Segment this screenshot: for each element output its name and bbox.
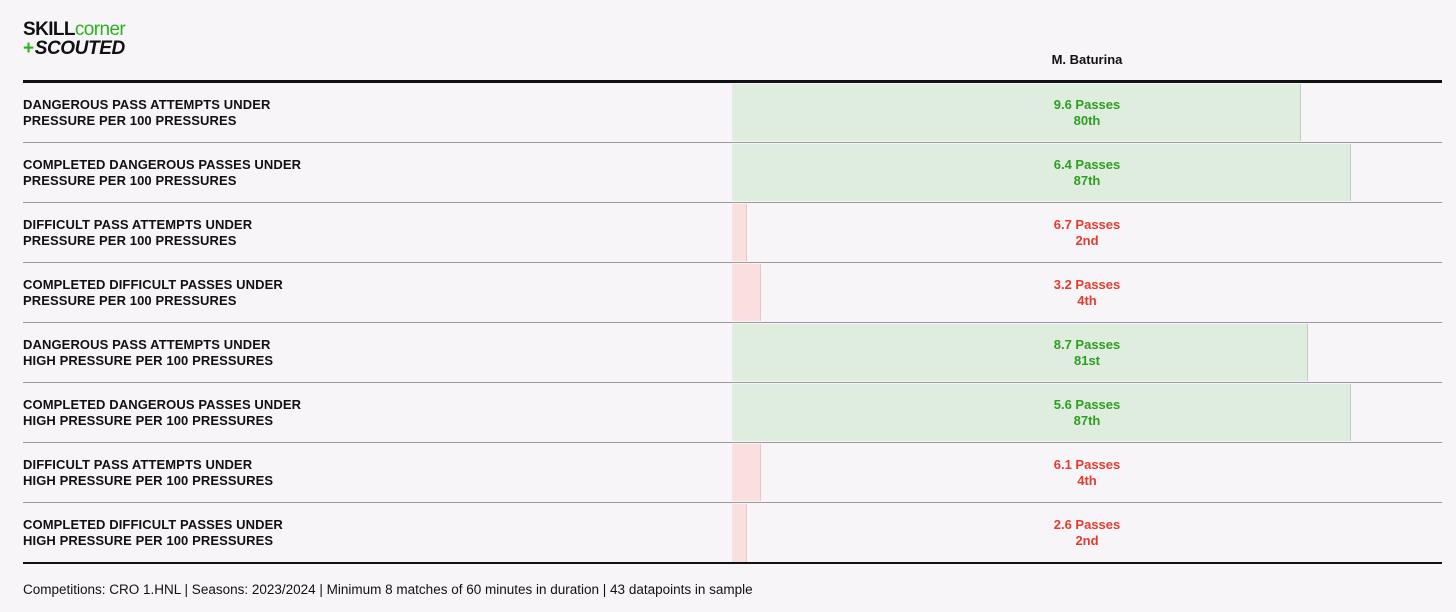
metric-value: 6.1 Passes 4th [732, 443, 1442, 503]
metric-value-text: 2.6 Passes [1053, 517, 1121, 532]
metric-label-line-2: PRESSURE PER 100 PRESSURES [23, 113, 237, 128]
metric-value: 6.7 Passes 2nd [732, 203, 1442, 263]
metric-value-text: 6.7 Passes [1053, 217, 1121, 232]
metric-label: COMPLETED DIFFICULT PASSES UNDER PRESSURE… [23, 263, 623, 323]
metric-percentile-label: 2nd [1075, 533, 1099, 548]
percentile-bar [732, 504, 748, 562]
metric-value-text: 8.7 Passes [1053, 337, 1121, 352]
metric-value: 6.4 Passes 87th [732, 143, 1442, 203]
player-column-header: M. Baturina [1051, 52, 1123, 67]
metric-label-line-2: PRESSURE PER 100 PRESSURES [23, 233, 237, 248]
metric-value-text: 5.6 Passes [1053, 397, 1121, 412]
metric-value-text: 9.6 Passes [1053, 97, 1121, 112]
metric-row: COMPLETED DANGEROUS PASSES UNDER PRESSURE… [23, 143, 1442, 203]
metric-label: DIFFICULT PASS ATTEMPTS UNDER HIGH PRESSU… [23, 443, 623, 503]
logo-plus-text: + [23, 38, 34, 59]
metric-label-line-1: COMPLETED DANGEROUS PASSES UNDER [23, 397, 302, 412]
metric-label: COMPLETED DANGEROUS PASSES UNDER HIGH PRE… [23, 383, 623, 443]
metric-label-line-1: DIFFICULT PASS ATTEMPTS UNDER [23, 217, 253, 232]
metric-label: COMPLETED DIFFICULT PASSES UNDER HIGH PRE… [23, 503, 623, 563]
metric-row: COMPLETED DIFFICULT PASSES UNDER HIGH PRE… [23, 503, 1442, 563]
logo-corner-text: corner [74, 19, 126, 40]
metric-value-text: 6.4 Passes [1053, 157, 1121, 172]
skillcorner-scouted-logo: SKILLcorner +SCOUTED [23, 19, 126, 58]
logo-line-2: +SCOUTED [23, 39, 125, 58]
metric-label-line-1: DIFFICULT PASS ATTEMPTS UNDER [23, 457, 253, 472]
metric-value-text: 3.2 Passes [1053, 277, 1121, 292]
percentile-bar [732, 204, 748, 261]
metric-row: COMPLETED DANGEROUS PASSES UNDER HIGH PRE… [23, 383, 1442, 443]
metric-label-line-2: HIGH PRESSURE PER 100 PRESSURES [23, 473, 274, 488]
metric-label-line-2: PRESSURE PER 100 PRESSURES [23, 173, 237, 188]
percentile-bar [732, 264, 762, 321]
metric-label-line-1: COMPLETED DIFFICULT PASSES UNDER [23, 277, 283, 292]
metric-percentile-label: 80th [1073, 113, 1101, 128]
metric-percentile-label: 4th [1077, 473, 1097, 488]
metric-percentile-label: 4th [1077, 293, 1097, 308]
bottom-divider [23, 562, 1442, 564]
metric-label: DANGEROUS PASS ATTEMPTS UNDER PRESSURE PE… [23, 83, 623, 143]
percentile-bar [732, 144, 1351, 201]
metric-row: DANGEROUS PASS ATTEMPTS UNDER HIGH PRESSU… [23, 323, 1442, 383]
metric-label-line-1: COMPLETED DIFFICULT PASSES UNDER [23, 517, 283, 532]
metric-value-text: 6.1 Passes [1053, 457, 1121, 472]
metric-percentile-label: 87th [1073, 413, 1101, 428]
metric-label-line-1: DANGEROUS PASS ATTEMPTS UNDER [23, 337, 271, 352]
metric-label-line-2: PRESSURE PER 100 PRESSURES [23, 293, 237, 308]
metric-label-line-2: HIGH PRESSURE PER 100 PRESSURES [23, 533, 274, 548]
metric-percentile-label: 81st [1073, 353, 1101, 368]
metric-value: 5.6 Passes 87th [732, 383, 1442, 443]
metric-row: DIFFICULT PASS ATTEMPTS UNDER HIGH PRESSU… [23, 443, 1442, 503]
metric-percentile-label: 2nd [1075, 233, 1099, 248]
metric-value: 3.2 Passes 4th [732, 263, 1442, 323]
logo-line-1: SKILLcorner [23, 19, 126, 40]
metric-label-line-2: HIGH PRESSURE PER 100 PRESSURES [23, 413, 274, 428]
metric-value: 2.6 Passes 2nd [732, 503, 1442, 563]
metric-label: COMPLETED DANGEROUS PASSES UNDER PRESSURE… [23, 143, 623, 203]
metric-label-line-1: DANGEROUS PASS ATTEMPTS UNDER [23, 97, 271, 112]
metric-row: COMPLETED DIFFICULT PASSES UNDER PRESSURE… [23, 263, 1442, 323]
metric-label: DIFFICULT PASS ATTEMPTS UNDER PRESSURE PE… [23, 203, 623, 263]
metric-percentile-label: 87th [1073, 173, 1101, 188]
metric-value: 8.7 Passes 81st [732, 323, 1442, 383]
metric-label-line-1: COMPLETED DANGEROUS PASSES UNDER [23, 157, 302, 172]
metric-row: DANGEROUS PASS ATTEMPTS UNDER PRESSURE PE… [23, 83, 1442, 143]
percentile-bar [732, 384, 1351, 441]
logo-scouted-text: SCOUTED [34, 38, 126, 59]
header-divider [23, 80, 1442, 83]
sample-footnote: Competitions: CRO 1.HNL | Seasons: 2023/… [23, 582, 753, 597]
metric-row: DIFFICULT PASS ATTEMPTS UNDER PRESSURE PE… [23, 203, 1442, 263]
percentile-bar [732, 444, 762, 501]
percentile-bar [732, 324, 1309, 381]
percentile-bar [732, 84, 1301, 141]
metric-table: DANGEROUS PASS ATTEMPTS UNDER PRESSURE PE… [23, 83, 1442, 563]
metric-label-line-2: HIGH PRESSURE PER 100 PRESSURES [23, 353, 274, 368]
logo-skill-text: SKILL [23, 19, 75, 40]
metric-label: DANGEROUS PASS ATTEMPTS UNDER HIGH PRESSU… [23, 323, 623, 383]
metric-value: 9.6 Passes 80th [732, 83, 1442, 143]
